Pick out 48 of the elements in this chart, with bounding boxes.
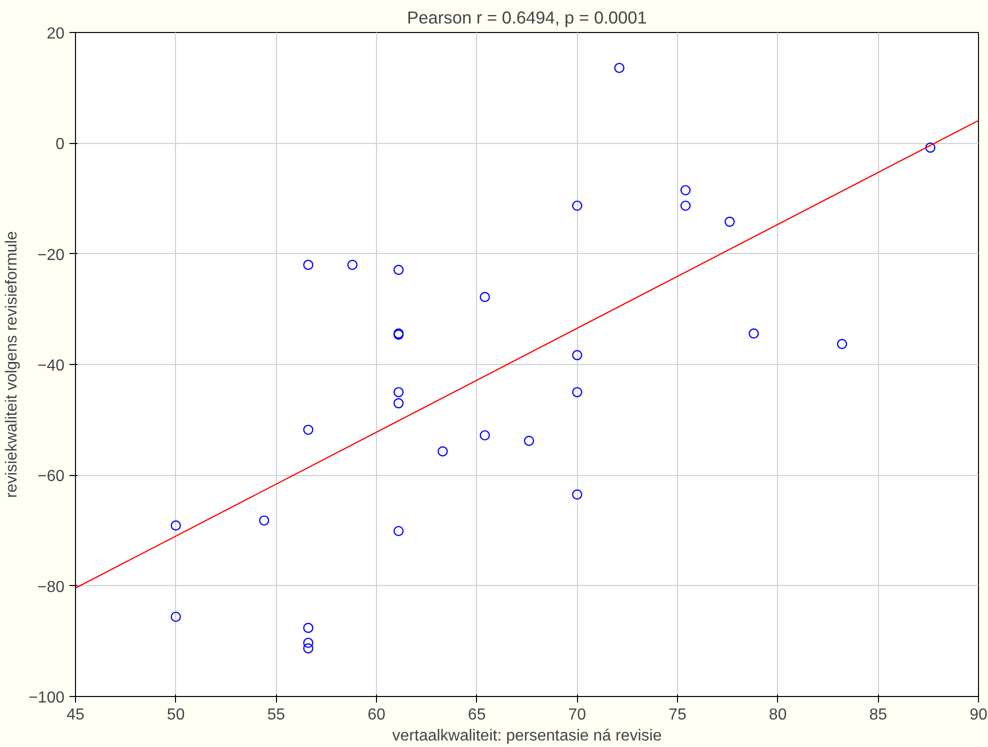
x-tick-label: 70 — [568, 706, 586, 724]
point — [303, 424, 314, 435]
point — [303, 643, 314, 654]
x-tick-label: 45 — [66, 706, 84, 724]
point — [614, 62, 624, 74]
y-tick-label: 0 — [56, 136, 65, 154]
point — [170, 612, 181, 622]
point — [259, 515, 270, 526]
x-tick-label: 90 — [970, 706, 988, 724]
x-tick-label: 85 — [869, 706, 888, 724]
point — [925, 142, 936, 153]
x-tick-label: 80 — [768, 706, 787, 724]
point — [480, 430, 490, 440]
point — [524, 436, 534, 446]
y-tick-label: 20 — [46, 26, 65, 42]
point — [480, 292, 490, 302]
point — [170, 520, 181, 531]
x-tick-label: 65 — [468, 706, 486, 724]
point — [836, 338, 848, 350]
y-axis-title: revisiekwaliteit volgens revisieformule — [3, 231, 20, 498]
point — [572, 387, 582, 398]
point — [303, 260, 314, 270]
x-tick-label: 60 — [368, 706, 386, 724]
y-tick-label: −80 — [37, 578, 65, 596]
point — [572, 200, 582, 211]
x-tick-label: 75 — [668, 706, 686, 724]
point — [393, 398, 404, 408]
point — [438, 446, 448, 456]
x-tick-label: 55 — [267, 706, 286, 724]
point — [303, 622, 314, 633]
y-tick-label: −100 — [28, 690, 65, 706]
y-tick-label: −40 — [37, 358, 65, 374]
x-axis-title: vertaalkwaliteit: persentasie ná revisie — [392, 728, 662, 744]
point — [347, 260, 358, 270]
point — [303, 638, 314, 648]
point — [748, 328, 759, 339]
point — [680, 200, 691, 211]
point — [393, 387, 404, 398]
y-tick-label: −20 — [37, 246, 65, 264]
point — [572, 350, 582, 360]
point — [572, 489, 582, 500]
chart-title: Pearson r = 0.6494, p = 0.0001 — [407, 8, 647, 28]
x-tick-label: 50 — [166, 706, 185, 724]
point — [680, 185, 691, 196]
point — [724, 216, 735, 227]
point — [393, 526, 404, 536]
point — [393, 264, 404, 275]
y-tick-label: −60 — [37, 468, 65, 486]
